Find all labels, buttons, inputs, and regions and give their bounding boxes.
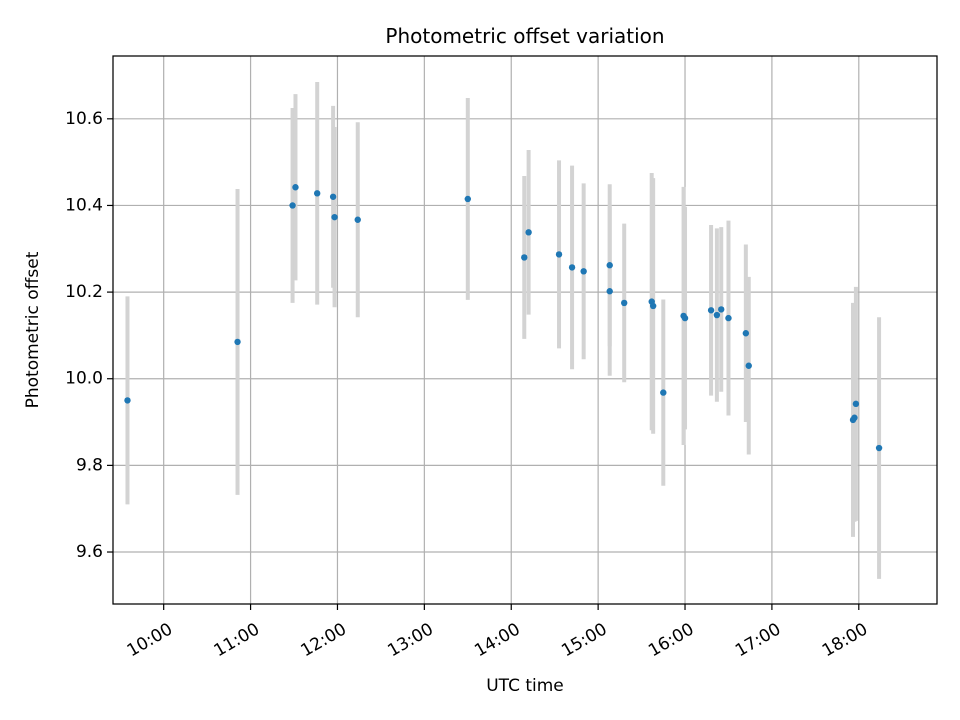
data-point: [568, 264, 576, 271]
data-point: [707, 307, 715, 314]
chart-title: Photometric offset variation: [385, 24, 664, 48]
data-point: [713, 311, 721, 319]
y-tick-label: 10.6: [65, 109, 103, 129]
y-tick-label: 10.0: [65, 369, 103, 389]
y-tick-label: 10.4: [65, 195, 103, 215]
plot-frame: [112, 55, 938, 605]
data-point: [124, 397, 131, 404]
data-point: [555, 251, 563, 258]
data-point: [464, 195, 471, 203]
data-point: [745, 362, 752, 369]
data-point: [851, 414, 858, 421]
data-point: [620, 299, 628, 307]
y-axis-title: Photometric offset: [23, 251, 43, 408]
data-point: [725, 314, 732, 322]
data-points: [124, 184, 883, 452]
data-point: [525, 229, 532, 236]
data-point: [606, 288, 613, 295]
data-point: [313, 190, 321, 197]
data-point: [354, 216, 361, 223]
y-tick-label: 10.2: [65, 282, 103, 302]
data-point: [580, 268, 587, 275]
x-axis-title: UTC time: [486, 676, 564, 696]
data-point: [718, 306, 725, 313]
y-tick-label: 9.6: [76, 542, 103, 562]
data-point: [681, 314, 689, 322]
data-point: [660, 389, 667, 396]
data-point: [234, 338, 241, 346]
data-point: [329, 193, 337, 200]
data-point: [742, 330, 750, 337]
data-point: [649, 302, 657, 310]
y-axis-ticks: 9.6 9.8 10.0 10.2 10.4 10.6: [65, 109, 113, 562]
data-point: [521, 254, 528, 261]
data-point: [875, 444, 883, 452]
data-point: [606, 262, 613, 269]
data-point: [852, 400, 860, 408]
data-point: [292, 184, 299, 191]
data-point: [331, 213, 338, 221]
y-tick-label: 9.8: [76, 455, 103, 475]
data-point: [289, 202, 296, 209]
